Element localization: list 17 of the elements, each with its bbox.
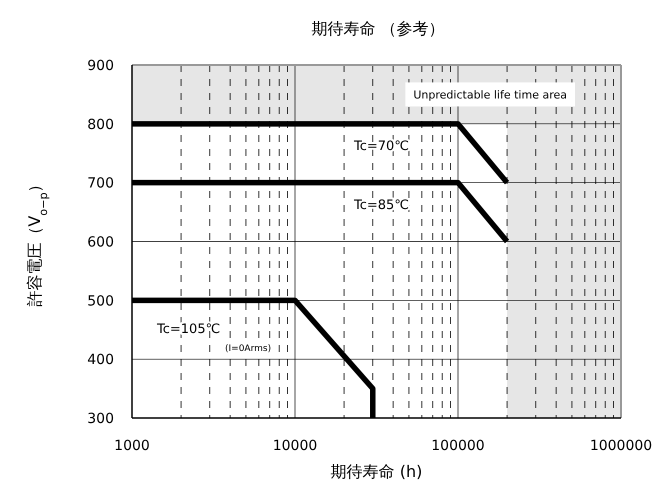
y-tick-label: 800 [87,116,114,133]
annotation: Tc=70℃ [353,139,409,154]
y-tick-label: 300 [87,411,114,427]
chart-title: 期待寿命 （参考） [311,19,445,38]
x-axis-title: 期待寿命 (h) [330,462,422,481]
x-tick-label: 10000 [272,438,318,454]
y-tick-label: 700 [87,176,114,192]
x-tick-label: 1000000 [590,438,652,454]
y-tick-label: 500 [87,293,114,310]
band-label: Unpredictable life time area [413,88,567,102]
x-tick-label: 1000 [114,438,150,454]
annotation: Tc=85℃ [353,198,409,213]
y-tick-label: 400 [87,352,114,368]
y-tick-label: 600 [87,234,114,250]
y-tick-label: 900 [87,58,114,74]
annotation: Tc=105℃ [156,322,220,337]
x-tick-label: 100000 [431,438,485,454]
